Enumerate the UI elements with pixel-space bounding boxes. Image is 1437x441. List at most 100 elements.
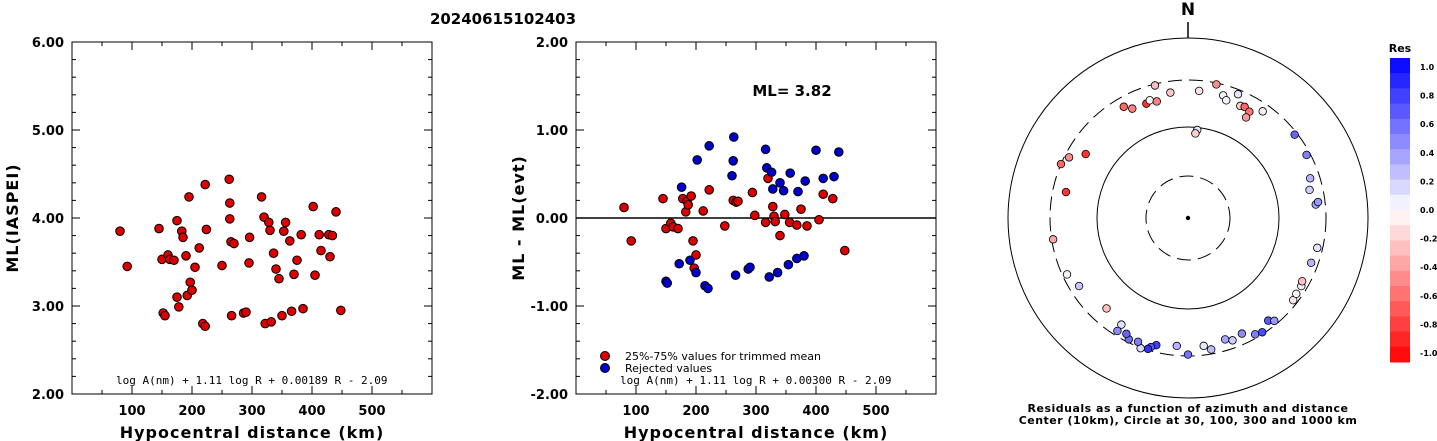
station-point	[1128, 104, 1137, 113]
data-points-2	[619, 132, 850, 294]
rejected-point	[783, 259, 794, 270]
rejected-point	[745, 262, 755, 273]
rejected-point	[772, 267, 783, 278]
rejected-point	[778, 185, 789, 196]
trimmed-point	[814, 214, 824, 225]
legend-label-trimmed: 25%-75% values for trimmed mean	[625, 350, 821, 363]
colorbar-tick-label: 0.2	[1420, 177, 1434, 186]
colorbar-swatch	[1390, 255, 1410, 272]
x-tick-label: 400	[802, 404, 829, 419]
station-point	[1292, 289, 1301, 299]
rejected-point	[662, 278, 673, 288]
colorbar-swatch	[1390, 301, 1410, 317]
station-point	[1074, 281, 1084, 291]
trimmed-point	[768, 201, 778, 212]
x-tick-labels-2: 100 200 300 400 500	[622, 404, 889, 419]
data-point	[225, 198, 235, 208]
data-point	[271, 264, 281, 274]
data-point	[201, 224, 212, 235]
data-point	[122, 261, 132, 272]
x-axis-label-2: Hypocentral distance (km)	[624, 423, 889, 441]
data-point	[225, 214, 235, 224]
y-tick-label: 2.00	[536, 36, 568, 51]
station-point	[1166, 88, 1175, 97]
data-point	[296, 229, 307, 240]
legend-label-rejected: Rejected values	[625, 362, 712, 375]
rejected-point	[676, 182, 687, 192]
rejected-point	[766, 167, 777, 178]
station-point	[1290, 130, 1299, 139]
y-tick-label: 6.00	[32, 36, 64, 51]
x-axis-label-1: Hypocentral distance (km)	[120, 423, 385, 441]
data-point	[308, 201, 319, 212]
trimmed-point	[747, 187, 758, 198]
data-points-1	[115, 174, 346, 332]
station-point	[1258, 107, 1267, 116]
station-point	[1102, 304, 1111, 313]
rejected-point	[760, 144, 771, 155]
colorbar-tick-label: 0.4	[1420, 149, 1435, 158]
rejected-point	[800, 176, 811, 186]
trimmed-point	[775, 230, 785, 241]
station-point	[1183, 350, 1193, 359]
data-point	[331, 207, 341, 217]
rejected-point	[703, 283, 713, 294]
y-tick-label: -1.00	[531, 300, 568, 315]
x-tick-label: 100	[622, 404, 649, 419]
station-point	[1056, 159, 1066, 169]
data-point	[244, 232, 255, 243]
ml-annotation: ML= 3.82	[752, 82, 831, 100]
data-point	[229, 238, 239, 249]
legend-marker-rejected	[600, 363, 610, 373]
data-point	[190, 262, 200, 273]
colorbar-tick-label: -0.4	[1420, 263, 1437, 272]
data-point	[268, 248, 279, 258]
x-tick-label: 500	[358, 404, 385, 419]
data-point	[289, 269, 299, 280]
station-point	[1048, 235, 1058, 244]
station-point	[1194, 86, 1204, 96]
station-point	[1117, 320, 1126, 329]
polar-caption-line-2: Center (10km), Circle at 30, 100, 300 an…	[1019, 414, 1358, 427]
trimmed-point	[780, 209, 790, 220]
station-point	[1122, 329, 1131, 339]
data-point	[154, 223, 164, 234]
station-point	[1258, 328, 1267, 337]
data-point	[286, 306, 297, 317]
trimmed-point	[792, 220, 802, 230]
data-point	[172, 292, 182, 303]
station-point	[1119, 102, 1128, 111]
station-point	[1145, 96, 1154, 105]
north-label: N	[1181, 0, 1195, 20]
trimmed-point	[691, 250, 701, 260]
panel-ml-residual: 100 200 300 400 500 -2.00 -1.00 0.00 1.00 2.00 M…	[509, 36, 937, 441]
colorbar-swatch	[1390, 316, 1410, 333]
trimmed-point	[698, 206, 709, 216]
rejected-point	[829, 171, 839, 182]
data-point	[336, 305, 346, 316]
data-point	[265, 225, 275, 236]
y-tick-labels-1: 2.00 3.00 4.00 5.00 6.00	[32, 36, 64, 403]
legend-marker-trimmed	[600, 351, 610, 361]
rejected-point	[768, 184, 778, 194]
station-point	[1222, 96, 1231, 105]
station-point	[1237, 329, 1247, 338]
data-point	[224, 174, 234, 185]
trimmed-point	[720, 221, 730, 231]
station-point	[1064, 153, 1074, 162]
data-point	[325, 251, 335, 262]
station-point	[1220, 335, 1230, 344]
trimmed-point	[673, 223, 683, 234]
station-point	[1241, 113, 1251, 122]
station-point	[1062, 270, 1072, 279]
data-point	[310, 270, 320, 281]
colorbar-swatch	[1390, 134, 1410, 150]
station-point	[1305, 174, 1315, 183]
station-point	[1206, 345, 1216, 354]
x-tick-label: 200	[682, 404, 709, 419]
trimmed-point	[658, 193, 668, 204]
data-point	[194, 243, 204, 253]
colorbar-swatch	[1390, 346, 1410, 363]
data-point	[178, 232, 188, 243]
colorbar-swatch	[1390, 225, 1410, 241]
